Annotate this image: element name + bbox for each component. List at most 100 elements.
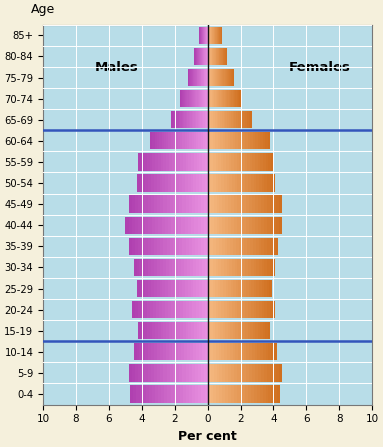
Bar xyxy=(168,301,171,318)
Bar xyxy=(178,111,180,128)
Bar xyxy=(271,343,274,360)
Bar xyxy=(190,111,192,128)
Bar xyxy=(211,111,213,128)
Bar xyxy=(142,280,145,297)
Bar xyxy=(172,217,175,234)
Bar xyxy=(220,132,223,149)
Bar xyxy=(267,217,270,234)
Bar xyxy=(239,238,242,255)
Bar xyxy=(188,174,191,192)
Bar xyxy=(258,132,260,149)
Bar xyxy=(213,153,216,171)
Bar xyxy=(152,217,155,234)
Bar xyxy=(208,174,210,192)
Bar xyxy=(187,111,189,128)
Bar xyxy=(151,195,154,213)
Bar xyxy=(224,343,227,360)
Bar xyxy=(185,153,188,171)
Bar xyxy=(228,195,231,213)
Bar xyxy=(234,111,236,128)
Bar xyxy=(212,27,213,44)
Bar xyxy=(235,301,237,318)
Bar xyxy=(169,132,171,149)
Bar xyxy=(202,259,205,276)
Bar xyxy=(200,69,201,86)
Bar xyxy=(225,322,228,339)
Bar xyxy=(200,48,201,65)
Bar xyxy=(196,111,198,128)
Bar xyxy=(150,132,152,149)
Bar xyxy=(232,69,233,86)
Bar xyxy=(152,385,155,403)
Bar xyxy=(267,195,270,213)
Bar xyxy=(262,174,264,192)
Bar xyxy=(252,153,255,171)
Bar xyxy=(223,322,225,339)
Bar xyxy=(129,364,132,382)
Bar xyxy=(148,343,151,360)
Bar xyxy=(130,385,133,403)
Bar xyxy=(135,238,138,255)
Bar xyxy=(237,153,239,171)
Bar xyxy=(182,90,183,107)
Bar xyxy=(228,280,231,297)
Bar xyxy=(155,153,158,171)
Bar xyxy=(249,343,252,360)
Bar xyxy=(134,343,136,360)
Bar xyxy=(199,111,200,128)
Bar xyxy=(188,153,191,171)
Bar xyxy=(234,195,237,213)
Bar xyxy=(222,111,224,128)
Bar xyxy=(177,322,180,339)
Bar xyxy=(260,343,263,360)
Bar xyxy=(219,364,223,382)
Bar xyxy=(175,343,178,360)
Bar xyxy=(171,174,173,192)
Bar xyxy=(230,238,233,255)
Bar xyxy=(213,48,214,65)
Bar xyxy=(129,238,132,255)
Bar xyxy=(185,195,189,213)
Bar xyxy=(159,301,162,318)
Bar xyxy=(237,364,240,382)
Bar xyxy=(270,301,272,318)
Bar xyxy=(273,195,276,213)
Bar xyxy=(273,217,276,234)
Bar xyxy=(176,111,177,128)
Bar xyxy=(203,90,204,107)
Bar xyxy=(171,301,174,318)
Bar xyxy=(194,153,196,171)
Bar xyxy=(221,48,222,65)
Bar xyxy=(269,280,272,297)
Bar xyxy=(141,364,144,382)
Bar xyxy=(147,322,149,339)
Bar xyxy=(195,48,196,65)
Bar xyxy=(227,343,230,360)
Bar xyxy=(244,238,247,255)
Bar xyxy=(227,69,228,86)
Bar xyxy=(164,238,167,255)
Bar xyxy=(164,364,167,382)
Bar xyxy=(198,364,201,382)
Bar xyxy=(236,238,239,255)
Bar xyxy=(192,238,195,255)
Bar xyxy=(240,259,243,276)
Bar xyxy=(252,217,255,234)
Bar xyxy=(271,153,273,171)
Bar xyxy=(162,280,165,297)
Bar xyxy=(140,280,142,297)
Bar xyxy=(226,90,228,107)
Bar xyxy=(157,280,159,297)
Bar xyxy=(205,364,208,382)
Bar xyxy=(183,322,185,339)
Bar xyxy=(183,90,184,107)
Bar xyxy=(239,280,241,297)
Bar xyxy=(160,343,163,360)
Bar xyxy=(160,322,164,339)
Bar xyxy=(257,343,260,360)
Bar xyxy=(189,238,192,255)
Bar xyxy=(202,322,205,339)
Bar xyxy=(254,385,257,403)
Bar xyxy=(165,174,168,192)
Bar xyxy=(241,111,243,128)
